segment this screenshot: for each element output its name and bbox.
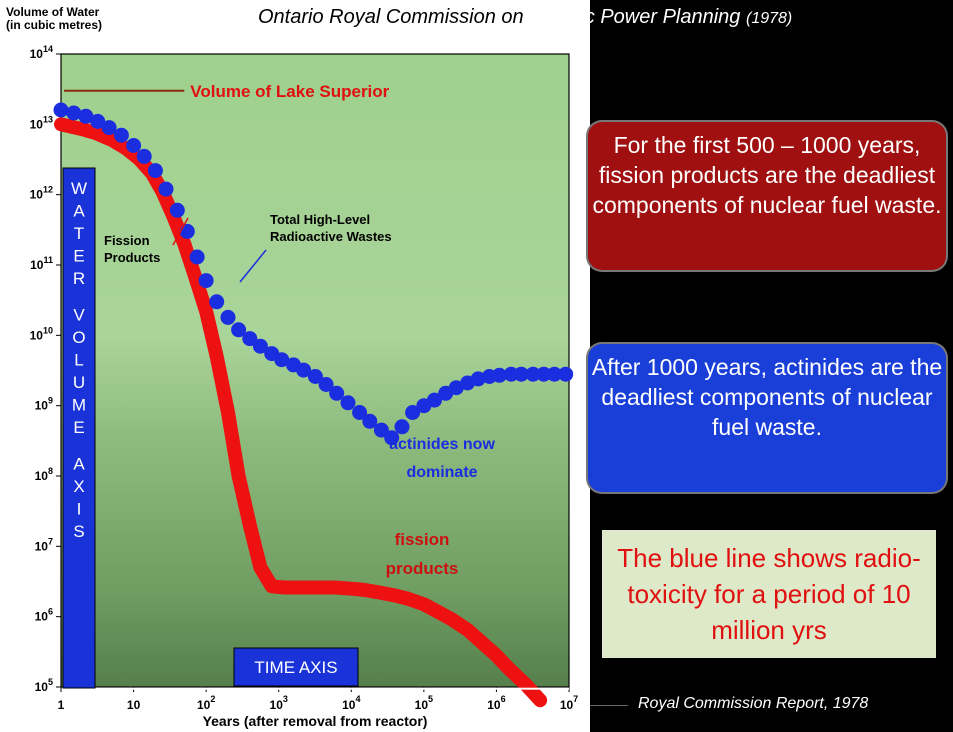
x-tick-label: 106 <box>487 694 505 712</box>
x-tick-label: 107 <box>560 694 578 712</box>
total-waste-point <box>384 430 400 446</box>
water-volume-axis-letter: T <box>74 224 84 243</box>
water-volume-axis-letter: L <box>74 351 83 370</box>
water-volume-axis-letter: A <box>73 455 85 474</box>
title-dark-part: Electric Power Planning <box>529 6 741 28</box>
water-volume-axis-letter: W <box>71 179 87 198</box>
total-waste-point <box>169 202 185 218</box>
y-tick-label: 1011 <box>30 255 53 272</box>
total-waste-point <box>491 367 507 383</box>
y-tick-label: 1014 <box>30 44 53 61</box>
fission-products-late-annotation: fission products <box>386 530 459 578</box>
total-waste-point <box>78 108 94 124</box>
y-tick-label: 1012 <box>30 185 53 202</box>
water-volume-axis-letter: A <box>73 202 85 221</box>
total-waste-point <box>352 405 368 420</box>
y-tick-label: 109 <box>35 396 53 413</box>
total-waste-point <box>158 181 174 197</box>
credit-divider <box>590 705 628 706</box>
water-volume-axis-letter: O <box>72 328 85 347</box>
total-waste-point <box>394 419 410 435</box>
total-waste-point <box>448 380 464 396</box>
water-volume-axis-letter: U <box>73 373 85 392</box>
title-year: (1978) <box>746 10 793 27</box>
water-volume-axis-letter: X <box>73 477 84 496</box>
title-main: Ontario Royal Commission on <box>258 6 530 28</box>
y-tick-label: 1010 <box>30 325 53 342</box>
callout-fission-deadliest: For the first 500 – 1000 years, fission … <box>588 122 946 270</box>
total-annotation-pointer <box>239 249 267 283</box>
total-waste-point <box>113 127 129 143</box>
total-waste-point <box>209 294 225 310</box>
credit-text: Royal Commission Report, 1978 <box>638 695 869 712</box>
water-volume-axis-letter: I <box>77 500 82 519</box>
time-axis-label: TIME AXIS <box>254 658 337 677</box>
total-waste-point <box>427 392 442 408</box>
y-axis-label-line1: Volume of Water <box>6 5 100 19</box>
x-tick-label: 1 <box>58 698 65 712</box>
total-waste-point <box>329 385 345 401</box>
water-volume-axis-letter: E <box>73 247 84 266</box>
y-tick-label: 107 <box>35 536 53 553</box>
x-tick-label: 104 <box>342 694 360 712</box>
y-tick-label: 105 <box>35 677 53 694</box>
total-waste-point <box>470 371 486 387</box>
x-tick-label: 102 <box>197 694 215 712</box>
callout-blue-line-note: The blue line shows radio-toxicity for a… <box>602 530 936 658</box>
total-waste-point <box>126 138 142 153</box>
water-volume-axis-letter: E <box>73 418 84 437</box>
total-waste-point <box>362 413 378 429</box>
total-waste-point <box>66 105 82 121</box>
total-waste-point <box>318 377 334 392</box>
total-waste-point <box>536 366 552 382</box>
total-waste-point <box>525 366 541 382</box>
total-waste-point <box>147 163 163 179</box>
total-waste-point <box>101 120 117 136</box>
x-tick-label: 105 <box>415 694 433 712</box>
total-waste-point <box>373 422 389 438</box>
y-tick-label: 108 <box>35 466 53 483</box>
x-axis-label: Years (after removal from reactor) <box>203 713 428 729</box>
x-tick-label: 103 <box>270 694 288 712</box>
callout-actinides-deadliest: After 1000 years, actinides are the dead… <box>588 344 946 492</box>
fission-annotation-pointer <box>172 217 189 246</box>
actinides-annotation: actinides now dominate <box>389 436 495 481</box>
total-waste-point <box>189 249 205 265</box>
total-waste-annotation: Total High-Level Radioactive Wastes <box>270 212 392 244</box>
water-volume-axis-letter: M <box>72 396 86 415</box>
total-waste-point <box>546 366 562 382</box>
total-waste-point <box>242 331 258 347</box>
total-waste-point <box>136 148 152 164</box>
total-waste-point <box>307 369 323 384</box>
page-title: Ontario Royal Commission on Electric Pow… <box>258 6 792 29</box>
plot-bottom-edge <box>62 687 569 690</box>
y-axis-label-line2: (in cubic metres) <box>6 18 103 32</box>
y-axis-label: Volume of Water (in cubic metres) <box>6 6 102 32</box>
total-waste-point <box>296 362 312 378</box>
water-volume-axis-box <box>62 167 96 689</box>
y-tick-label: 106 <box>35 607 53 624</box>
water-volume-axis-letter: V <box>73 306 85 325</box>
water-volume-axis-letter: R <box>73 269 85 288</box>
fission-products-annotation: Fission Products <box>104 233 160 265</box>
total-waste-point <box>90 113 106 129</box>
total-waste-point <box>198 273 214 289</box>
water-volume-axis-letter: S <box>73 522 84 541</box>
total-waste-point <box>274 352 290 368</box>
total-waste-point <box>340 395 356 411</box>
total-waste-point <box>179 223 195 239</box>
total-waste-point <box>231 322 247 338</box>
total-waste-point <box>558 366 574 382</box>
lake-superior-label: Volume of Lake Superior <box>190 82 389 101</box>
total-waste-point <box>252 338 268 354</box>
y-tick-label: 1013 <box>30 114 53 131</box>
total-waste-point <box>513 366 529 382</box>
total-waste-point <box>220 309 236 325</box>
x-tick-label: 10 <box>127 698 141 712</box>
total-waste-point <box>53 102 69 118</box>
time-axis-box <box>233 647 359 687</box>
total-waste-point <box>405 405 421 420</box>
